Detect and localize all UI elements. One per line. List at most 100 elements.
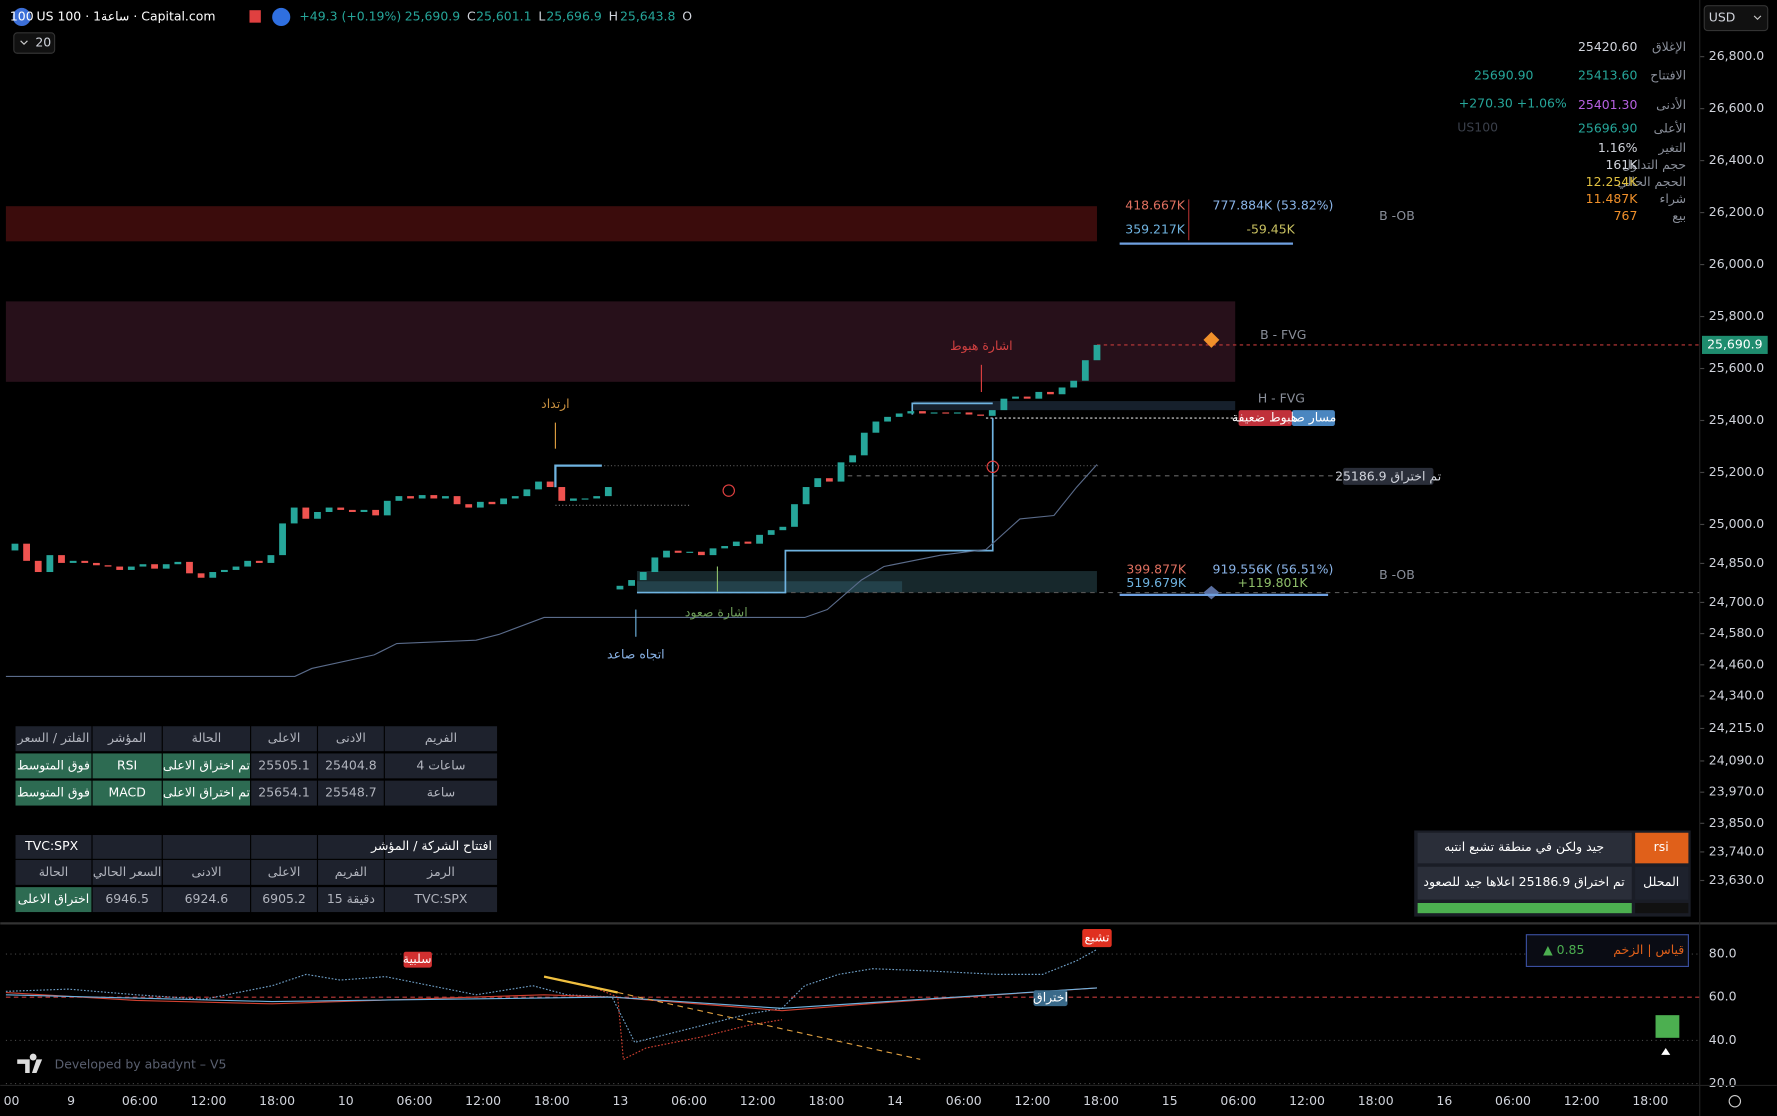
label: اختراق الاعلى <box>18 891 89 907</box>
candle <box>651 557 659 573</box>
candle <box>58 555 65 563</box>
candle <box>663 550 670 558</box>
candle <box>220 569 228 573</box>
label: قياس | الزخم <box>1613 942 1684 958</box>
table-cell <box>92 859 162 885</box>
label: الاعلى <box>268 864 301 879</box>
panel-cell <box>1635 832 1689 864</box>
label-box <box>403 951 432 968</box>
progress-bar <box>1635 902 1689 914</box>
label: 06:00 <box>397 1093 433 1108</box>
label: 26,400.0 <box>1709 152 1765 167</box>
label: اختراق <box>1033 990 1068 1006</box>
label: 18:00 <box>1083 1093 1119 1108</box>
label: TVC:SPX <box>24 838 78 853</box>
table-cell <box>15 835 92 859</box>
label: افتتاح الشركة / المؤشر <box>370 838 492 854</box>
table-cell <box>384 887 498 913</box>
label: +119.801K <box>1237 575 1308 590</box>
label: 24,090.0 <box>1709 752 1765 767</box>
candle <box>267 555 275 563</box>
candle <box>407 496 414 499</box>
label: جيد ولكن في منطقة تشبع انتبه <box>1444 839 1604 855</box>
candle <box>302 507 310 519</box>
order-block-zone <box>5 206 1097 242</box>
label: 18:00 <box>1358 1093 1394 1108</box>
table-cell <box>251 835 317 859</box>
candle <box>279 523 286 556</box>
candle <box>116 566 124 570</box>
candle <box>860 432 868 456</box>
label: 25696.90 <box>1578 121 1637 136</box>
label: سلبية <box>403 951 432 966</box>
label: 60.0 <box>1709 989 1737 1004</box>
candle <box>756 534 763 544</box>
label: 15 دقيقة <box>327 891 375 906</box>
candle <box>604 487 612 497</box>
label: C <box>467 8 476 23</box>
label: ساعة <box>427 785 455 800</box>
candle <box>686 551 694 553</box>
candle <box>674 550 682 553</box>
label: +49.3 (+0.19%) <box>299 8 401 23</box>
label: B -OB <box>1379 567 1415 582</box>
label: 18:00 <box>1632 1093 1668 1108</box>
label: الأعلى <box>1654 121 1687 136</box>
candle <box>721 546 729 549</box>
structure-line <box>554 464 602 488</box>
label: 06:00 <box>671 1093 707 1108</box>
table-cell <box>15 780 92 806</box>
label: الفلتر / السعر <box>17 730 90 746</box>
label: 26,600.0 <box>1709 100 1765 115</box>
candle <box>732 541 740 547</box>
label: 25,800.0 <box>1709 308 1765 323</box>
label: 4 ساعات <box>416 757 465 772</box>
candle <box>930 412 938 414</box>
label: US 100 · 1ساعة · Capital.com <box>36 8 215 23</box>
candle <box>1081 360 1089 381</box>
interval-button[interactable] <box>13 32 56 54</box>
table-cell <box>318 887 384 913</box>
candle <box>372 509 380 516</box>
table-cell <box>15 753 92 779</box>
label: 12:00 <box>740 1093 776 1108</box>
candle <box>628 580 635 586</box>
label: 399.877K <box>1126 561 1186 576</box>
candle <box>872 421 880 433</box>
candle <box>465 504 473 508</box>
label: 20.0 <box>1709 1075 1737 1090</box>
label: 12:00 <box>191 1093 227 1108</box>
candle <box>546 481 554 488</box>
label: H - FVG <box>1258 390 1305 405</box>
label: 919.556K (56.51%) <box>1213 561 1334 576</box>
label: 767 <box>1614 208 1638 223</box>
candle <box>1035 391 1043 399</box>
label: 25,601.1 <box>476 8 531 23</box>
label: 11.487K <box>1586 191 1639 206</box>
label: 24,460.0 <box>1709 656 1765 671</box>
candle <box>139 564 147 567</box>
candle <box>476 501 484 508</box>
table-cell <box>92 753 162 779</box>
table-cell <box>162 887 251 913</box>
label: مسار صا <box>1290 410 1336 426</box>
candle <box>942 412 950 414</box>
label: بيع <box>1672 208 1686 224</box>
candle <box>1000 398 1008 411</box>
label: 15 <box>1162 1093 1178 1108</box>
settings-icon[interactable] <box>1728 1095 1742 1108</box>
candle <box>104 565 112 567</box>
label: اشارة هبوط <box>950 338 1012 354</box>
label: B - FVG <box>1260 327 1306 342</box>
label: 25420.60 <box>1578 39 1637 54</box>
label: السعر الحالي <box>93 864 161 880</box>
table-cell <box>318 726 384 752</box>
label: 25,690.9 <box>1707 336 1763 351</box>
candle <box>581 498 589 500</box>
label: 26,000.0 <box>1709 256 1765 271</box>
candle <box>988 410 996 416</box>
currency-select[interactable] <box>1703 5 1769 32</box>
label: O <box>682 8 692 23</box>
replay-icon <box>272 7 291 27</box>
candle <box>348 509 356 512</box>
